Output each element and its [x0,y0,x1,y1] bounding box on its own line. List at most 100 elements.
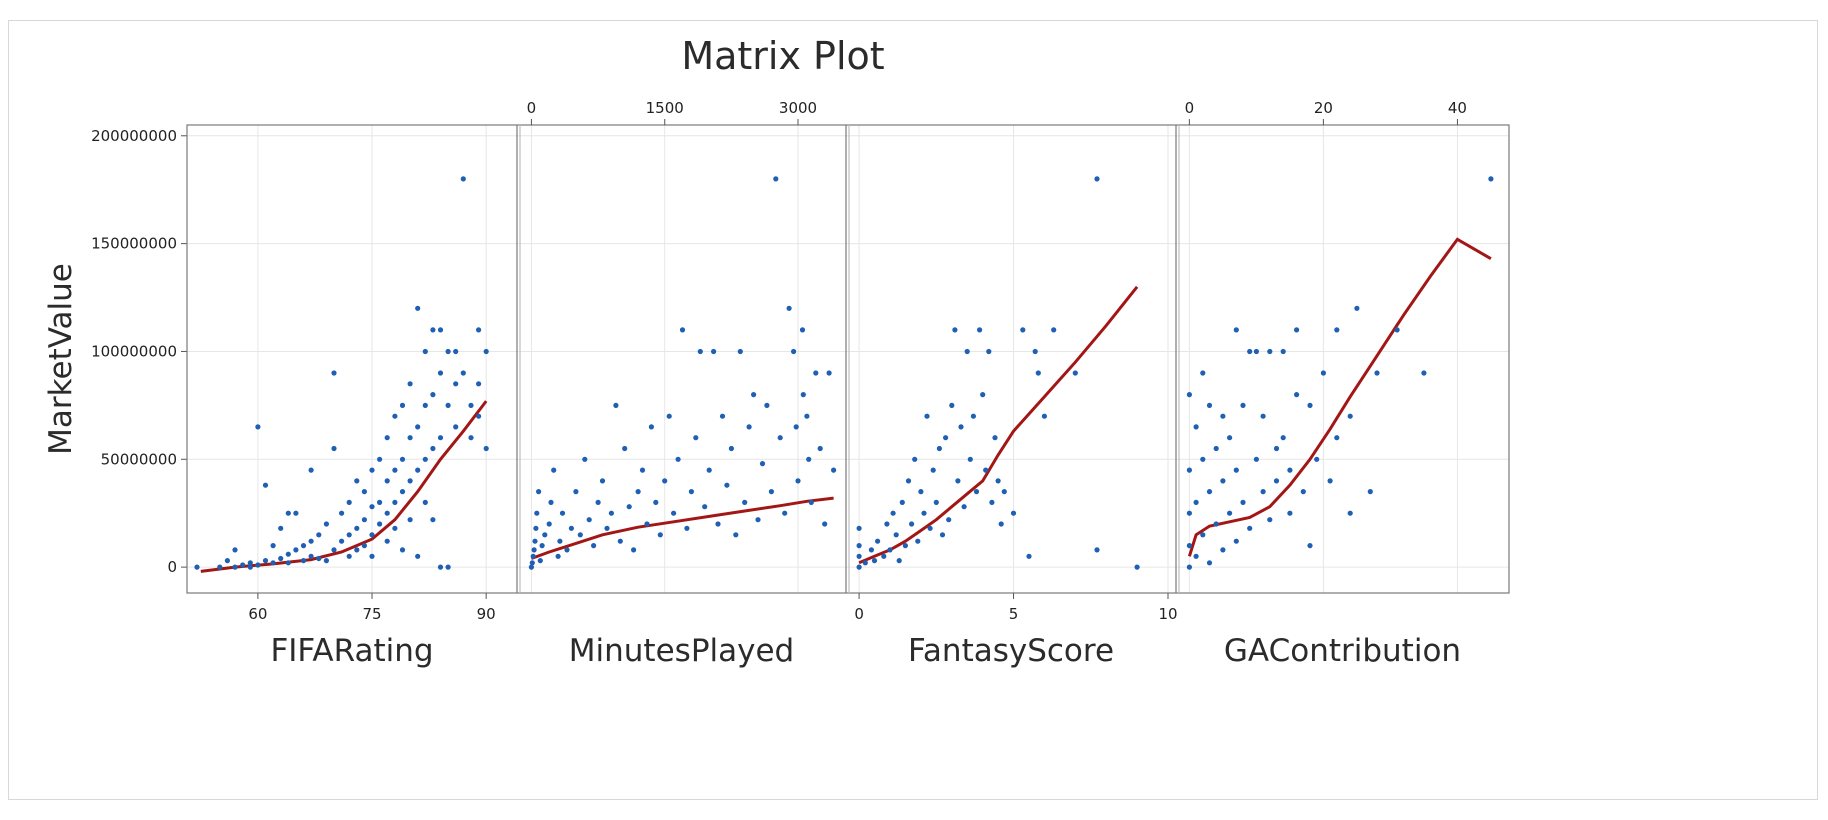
axes-frame-layer [181,119,1510,599]
data-point [430,327,436,333]
data-point [384,538,390,544]
data-point [546,521,552,527]
data-point [887,547,893,553]
data-point [856,553,862,559]
data-point [896,558,902,564]
data-point [300,543,307,549]
data-point [631,547,637,553]
data-point [693,435,699,441]
fit-line-fifarating [200,400,488,573]
data-point [1320,370,1326,376]
data-point [194,564,200,570]
data-point [422,456,428,462]
data-point [733,532,739,538]
data-point [262,482,269,488]
data-point [399,489,406,495]
data-point [759,461,766,467]
x-tick-label: 40 [1448,99,1467,117]
data-point [702,504,708,510]
data-point [1206,402,1213,408]
data-point [407,517,413,523]
data-point [532,538,538,544]
data-point [657,532,663,538]
data-point [591,543,597,549]
data-point [316,532,322,538]
data-point [967,456,973,462]
y-tick-label: 50000000 [101,450,177,468]
data-point [737,348,743,355]
data-point [952,327,958,333]
data-point [377,499,383,505]
data-point [905,478,912,484]
data-point [964,348,970,355]
data-point [407,435,413,441]
data-point [719,413,726,419]
data-point [1051,327,1057,333]
data-point [1094,176,1100,182]
data-point [1227,510,1233,516]
data-point [1280,348,1286,355]
data-point [262,558,269,564]
data-point [902,543,909,549]
data-point [1314,456,1320,462]
data-point [961,504,967,510]
data-point [384,478,390,484]
data-point [555,553,561,559]
data-point [795,478,801,484]
data-point [415,424,421,430]
data-point [437,435,444,441]
data-point [1354,305,1360,311]
data-point [1072,370,1078,376]
data-point [711,348,717,355]
data-point [992,435,998,441]
data-point [476,327,482,333]
data-point [361,543,367,549]
data-point [662,478,668,484]
data-point [1240,499,1246,505]
x-tick-label: 90 [477,605,496,623]
data-point [746,424,752,430]
data-point [529,560,535,566]
matrix-plot-svg: Matrix Plot MarketValue 0 50000000 100000000… [43,34,1510,669]
data-point [285,510,291,516]
data-point [308,538,314,544]
data-point [924,413,930,419]
data-point [293,547,299,553]
data-point [316,555,322,562]
data-point [339,538,345,544]
data-point [1374,370,1380,376]
data-point [392,413,398,419]
data-point [1020,327,1026,333]
data-point [1307,543,1313,549]
data-point [983,467,989,473]
data-point [476,381,482,387]
data-point [648,424,655,430]
data-point [377,456,383,462]
data-point [875,538,881,544]
data-point [568,525,575,531]
data-point [559,510,566,516]
data-point [949,402,955,408]
data-point [582,456,588,462]
x-axis-label-fantasyscore: FantasyScore [908,633,1114,669]
data-point [856,543,862,549]
data-point [278,525,284,531]
data-point [392,525,398,531]
data-point [270,543,276,549]
data-point [557,538,563,544]
data-point [813,370,819,376]
data-point [534,510,540,516]
data-point [1200,532,1206,538]
point-layer [194,176,1494,570]
data-point [751,392,757,398]
data-point [1094,547,1100,553]
fit-line-minutesplayed [530,496,834,560]
data-point [377,521,383,527]
data-point [1193,424,1199,430]
data-point [893,532,899,538]
data-point [943,435,949,441]
data-point [1193,499,1199,505]
data-point [881,553,887,559]
data-point [679,327,686,333]
data-point [986,348,992,355]
